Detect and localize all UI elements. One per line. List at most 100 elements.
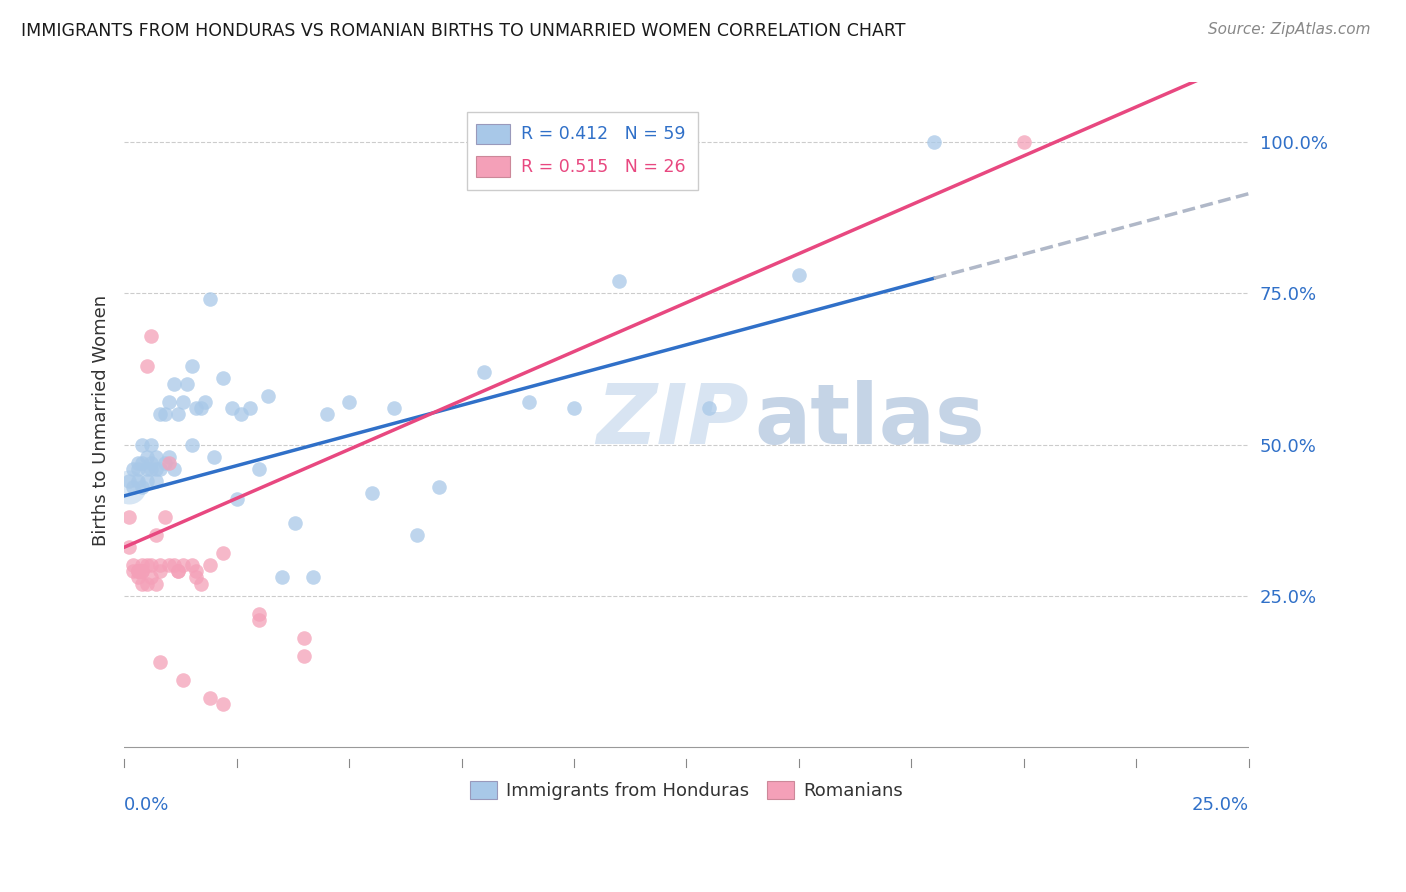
Point [127, 565, 149, 579]
Point [118, 541, 141, 555]
Point [172, 673, 194, 688]
Point [212, 698, 235, 712]
Point [1012, 136, 1035, 150]
Point [118, 510, 141, 524]
FancyBboxPatch shape [467, 112, 697, 190]
Point [127, 456, 149, 470]
Point [221, 401, 243, 416]
Point [131, 558, 153, 573]
Point [145, 450, 167, 464]
Point [202, 450, 225, 464]
Point [284, 516, 307, 530]
Point [157, 395, 180, 409]
Point [135, 576, 157, 591]
Point [257, 389, 280, 403]
Point [180, 437, 202, 451]
Point [225, 491, 247, 506]
Point [247, 461, 270, 475]
Point [149, 558, 172, 573]
Text: IMMIGRANTS FROM HONDURAS VS ROMANIAN BIRTHS TO UNMARRIED WOMEN CORRELATION CHART: IMMIGRANTS FROM HONDURAS VS ROMANIAN BIR… [21, 22, 905, 40]
Point [186, 570, 208, 584]
Point [135, 450, 157, 464]
Point [172, 558, 194, 573]
Point [292, 631, 315, 645]
Point [315, 407, 337, 421]
Point [141, 437, 163, 451]
Point [141, 328, 163, 343]
Text: ZIP: ZIP [596, 380, 749, 461]
Point [405, 528, 427, 542]
Point [212, 546, 235, 560]
Point [157, 558, 180, 573]
Point [127, 565, 149, 579]
Point [198, 293, 221, 307]
Point [131, 437, 153, 451]
Point [186, 565, 208, 579]
Point [127, 474, 149, 488]
Point [127, 461, 149, 475]
Point [118, 474, 141, 488]
Point [135, 474, 157, 488]
Point [131, 565, 153, 579]
Point [190, 576, 212, 591]
Point [131, 456, 153, 470]
Point [302, 570, 325, 584]
Point [157, 450, 180, 464]
Y-axis label: Births to Unmarried Women: Births to Unmarried Women [93, 294, 110, 546]
Point [337, 395, 360, 409]
Point [122, 565, 145, 579]
Point [787, 268, 810, 283]
Point [163, 558, 186, 573]
Point [270, 570, 292, 584]
Point [135, 461, 157, 475]
Point [190, 401, 212, 416]
Point [157, 456, 180, 470]
Point [198, 558, 221, 573]
Point [122, 480, 145, 494]
Legend: Immigrants from Honduras, Romanians: Immigrants from Honduras, Romanians [463, 773, 910, 807]
FancyBboxPatch shape [477, 124, 510, 145]
Point [149, 407, 172, 421]
Point [697, 401, 720, 416]
Point [167, 565, 190, 579]
Point [131, 565, 153, 579]
Point [231, 407, 253, 421]
Point [562, 401, 585, 416]
Point [131, 576, 153, 591]
Point [167, 565, 190, 579]
Point [145, 576, 167, 591]
Point [153, 456, 176, 470]
Point [239, 401, 262, 416]
Point [292, 648, 315, 663]
Point [427, 480, 450, 494]
Point [922, 136, 945, 150]
Text: atlas: atlas [754, 380, 984, 461]
Point [212, 371, 235, 385]
Text: Source: ZipAtlas.com: Source: ZipAtlas.com [1208, 22, 1371, 37]
Text: 0.0%: 0.0% [124, 796, 170, 814]
Point [122, 461, 145, 475]
Point [118, 480, 141, 494]
Point [198, 691, 221, 706]
Point [180, 558, 202, 573]
Point [145, 474, 167, 488]
Point [360, 486, 382, 500]
Point [135, 359, 157, 373]
Point [141, 570, 163, 584]
Point [472, 365, 495, 379]
Point [149, 461, 172, 475]
Point [163, 461, 186, 475]
Point [122, 558, 145, 573]
Point [153, 510, 176, 524]
Point [382, 401, 405, 416]
Point [149, 565, 172, 579]
Text: R = 0.515   N = 26: R = 0.515 N = 26 [522, 158, 686, 176]
Point [247, 613, 270, 627]
Point [153, 407, 176, 421]
Point [141, 558, 163, 573]
Point [186, 401, 208, 416]
Point [607, 274, 630, 288]
Point [135, 558, 157, 573]
Point [517, 395, 540, 409]
Point [180, 359, 202, 373]
